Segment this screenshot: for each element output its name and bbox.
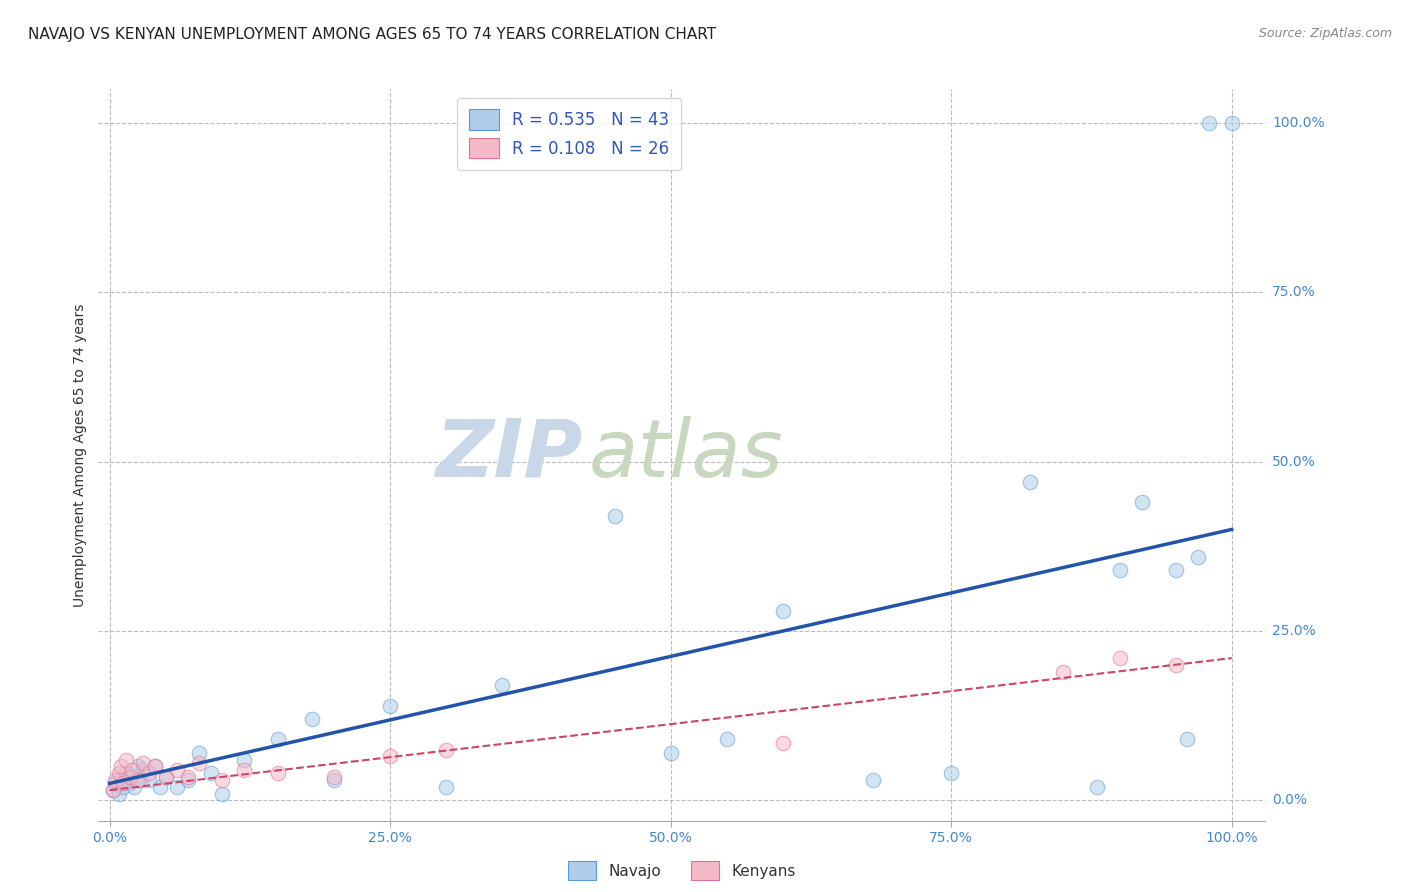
Point [166, 780, 188, 794]
Point [129, 772, 152, 787]
Point [323, 772, 346, 787]
Point [1220, 116, 1243, 130]
Point [138, 766, 160, 780]
Point [110, 759, 132, 773]
Point [115, 753, 138, 767]
Point [233, 753, 256, 767]
Point [143, 759, 166, 773]
Point [1085, 780, 1108, 794]
Point [166, 763, 188, 777]
Point [1052, 665, 1074, 679]
Point [107, 787, 129, 801]
Point [155, 770, 177, 784]
Point [1164, 657, 1187, 672]
Point [143, 759, 166, 773]
Point [138, 772, 160, 787]
Text: 75.0%: 75.0% [1272, 285, 1316, 300]
Point [1187, 549, 1209, 564]
Legend: Navajo, Kenyans: Navajo, Kenyans [562, 855, 801, 886]
Point [659, 746, 682, 760]
Point [188, 756, 211, 770]
Text: 100.0%: 100.0% [1272, 116, 1324, 130]
Point [772, 604, 794, 618]
Point [127, 772, 149, 787]
Point [862, 772, 884, 787]
Point [267, 732, 290, 747]
Point [101, 783, 124, 797]
Point [121, 763, 143, 777]
Point [149, 780, 172, 794]
Point [1108, 563, 1130, 577]
Point [101, 783, 124, 797]
Point [603, 508, 626, 523]
Point [941, 766, 963, 780]
Point [1108, 651, 1130, 665]
Point [301, 712, 323, 726]
Point [115, 766, 138, 780]
Point [434, 742, 457, 756]
Point [1130, 495, 1153, 509]
Y-axis label: Unemployment Among Ages 65 to 74 years: Unemployment Among Ages 65 to 74 years [73, 303, 87, 607]
Point [121, 770, 143, 784]
Point [112, 776, 135, 790]
Point [323, 770, 346, 784]
Point [155, 770, 177, 784]
Text: Source: ZipAtlas.com: Source: ZipAtlas.com [1258, 27, 1392, 40]
Point [211, 787, 233, 801]
Text: ZIP: ZIP [436, 416, 582, 494]
Point [124, 780, 146, 794]
Point [118, 770, 141, 784]
Point [112, 780, 135, 794]
Point [132, 756, 155, 770]
Point [177, 770, 200, 784]
Point [380, 698, 402, 713]
Text: atlas: atlas [589, 416, 783, 494]
Point [107, 766, 129, 780]
Point [1018, 475, 1040, 489]
Point [1198, 116, 1220, 130]
Text: 50.0%: 50.0% [1272, 455, 1316, 468]
Point [200, 766, 222, 780]
Text: 25.0%: 25.0% [1272, 624, 1316, 638]
Point [233, 763, 256, 777]
Point [491, 678, 513, 692]
Point [110, 772, 132, 787]
Point [1175, 732, 1198, 747]
Point [188, 746, 211, 760]
Point [132, 763, 155, 777]
Point [118, 776, 141, 790]
Point [1164, 563, 1187, 577]
Point [211, 772, 233, 787]
Text: 0.0%: 0.0% [1272, 793, 1308, 807]
Point [772, 736, 794, 750]
Text: NAVAJO VS KENYAN UNEMPLOYMENT AMONG AGES 65 TO 74 YEARS CORRELATION CHART: NAVAJO VS KENYAN UNEMPLOYMENT AMONG AGES… [28, 27, 716, 42]
Point [267, 766, 290, 780]
Point [434, 780, 457, 794]
Point [177, 772, 200, 787]
Point [104, 776, 127, 790]
Point [380, 749, 402, 764]
Point [127, 759, 149, 773]
Point [104, 772, 127, 787]
Point [716, 732, 738, 747]
